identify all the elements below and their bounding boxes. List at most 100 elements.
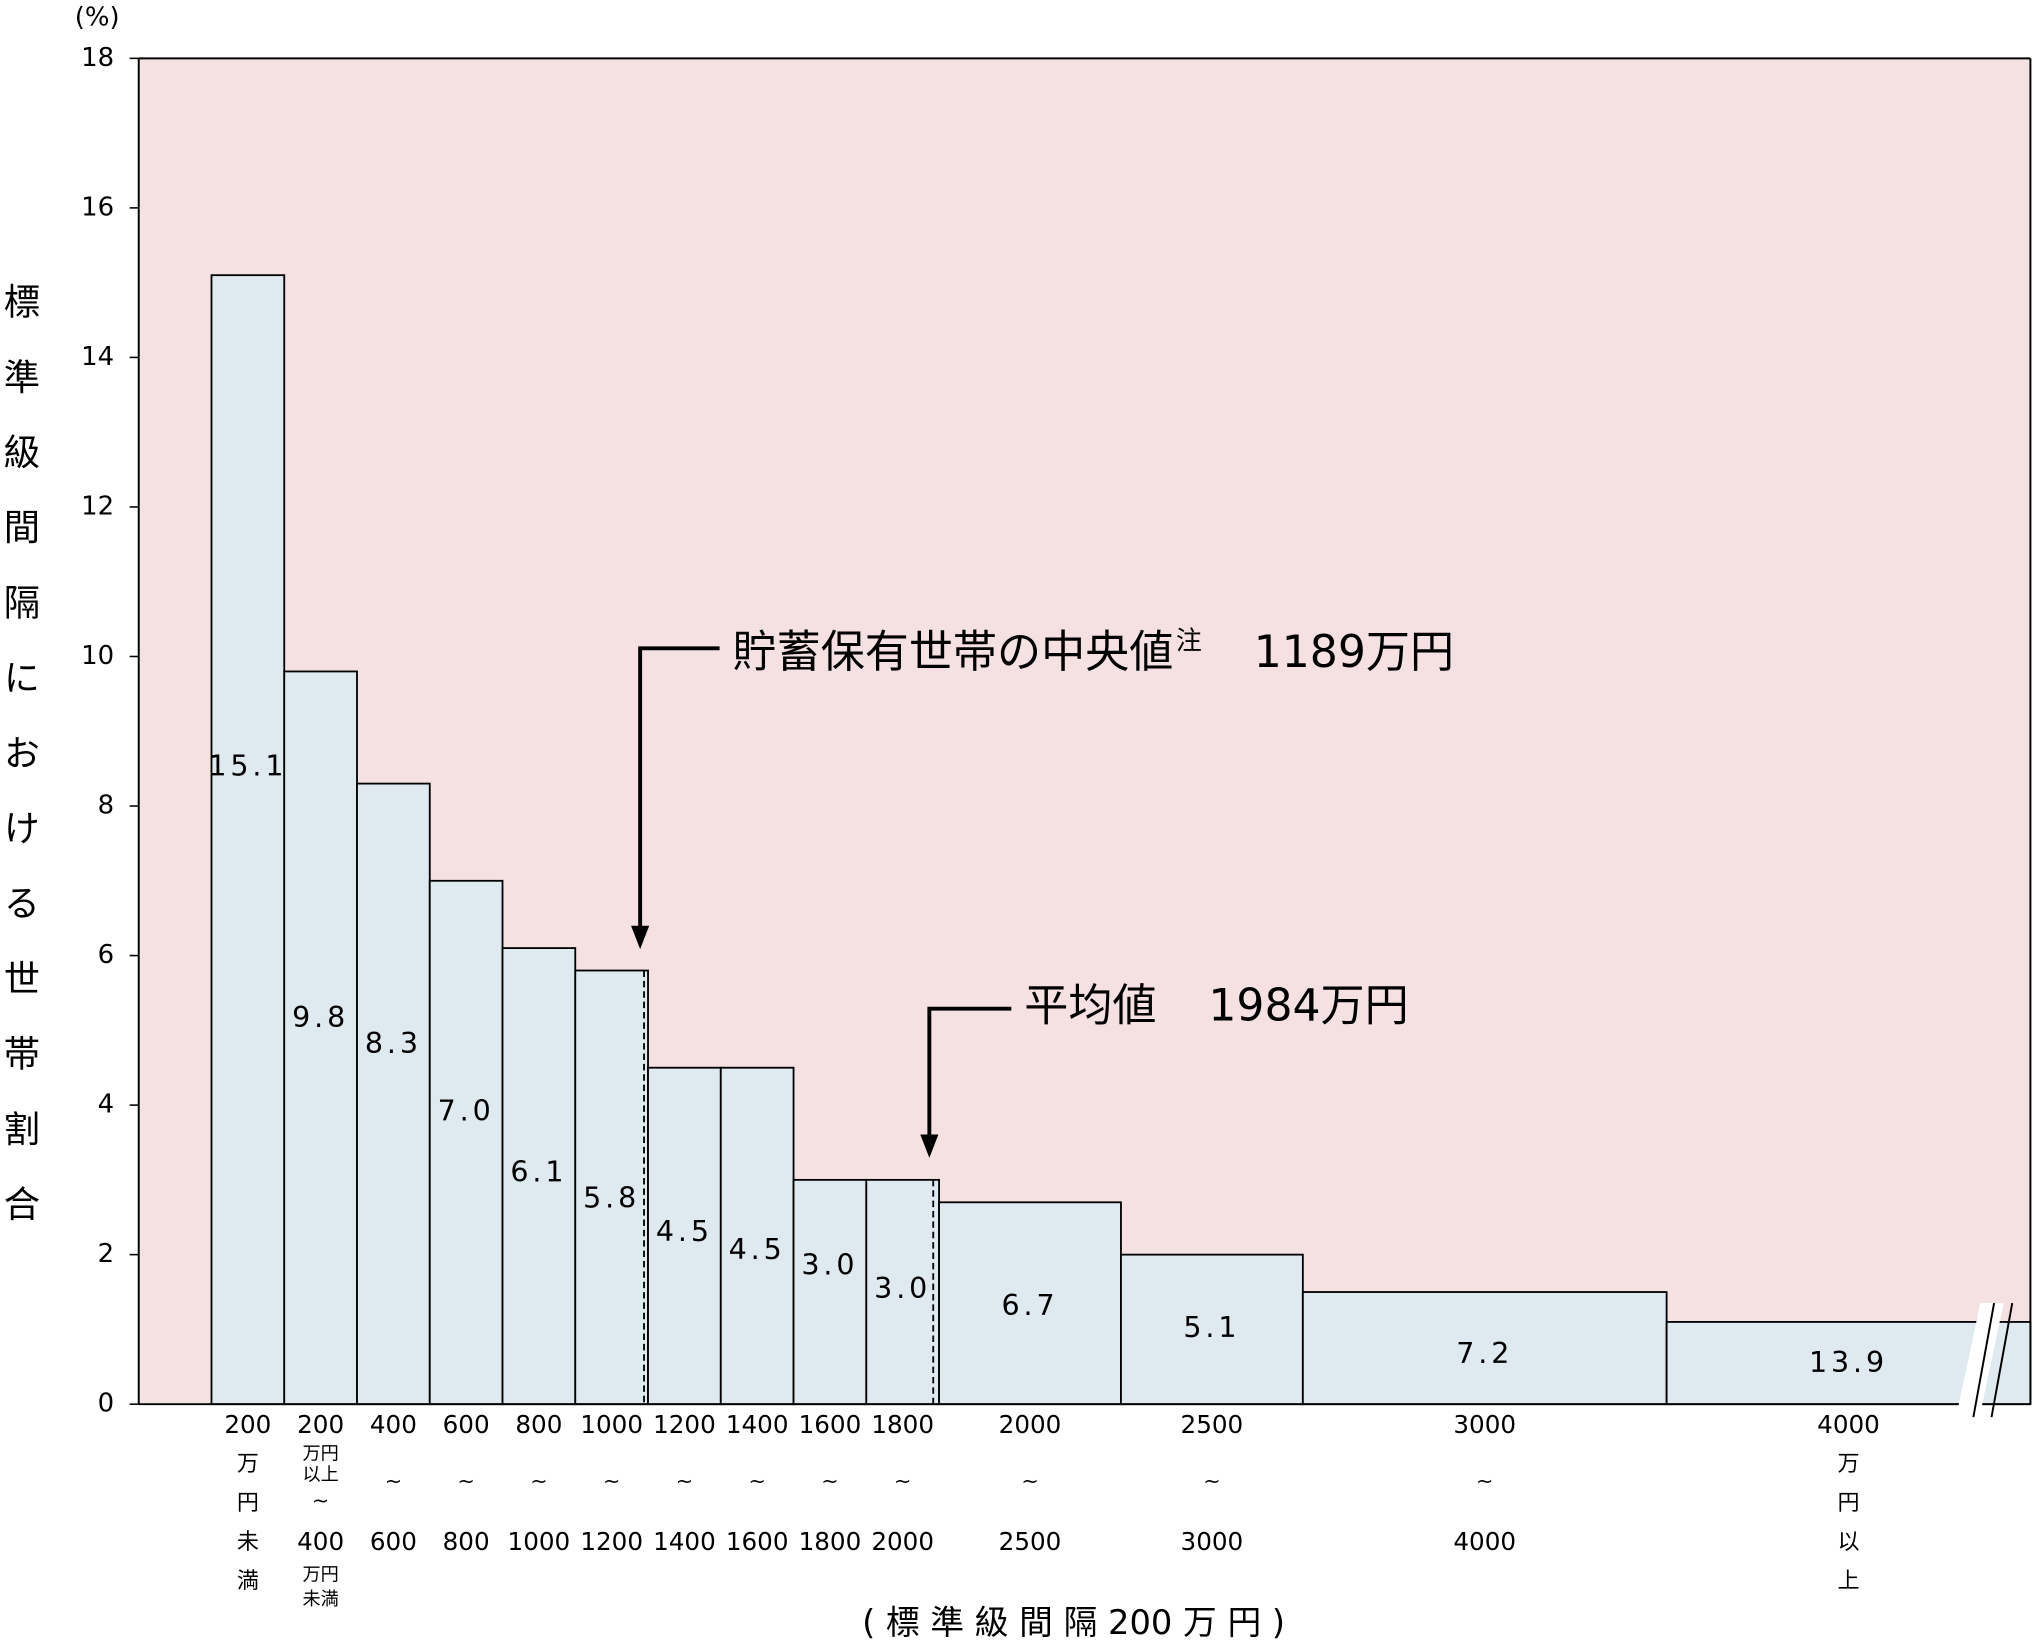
x-tick-label: ~ <box>1021 1469 1038 1493</box>
x-tick-label: ~ <box>385 1469 402 1493</box>
data-label: 5.1 <box>1183 1311 1240 1344</box>
y-tick-label: 6 <box>98 940 115 970</box>
x-tick-label: ~ <box>676 1469 693 1493</box>
x-tick-label: 2500 <box>999 1527 1062 1556</box>
x-tick-label: 400 <box>297 1527 344 1556</box>
arrow-head <box>920 1134 939 1158</box>
y-tick-label: 12 <box>81 491 114 521</box>
x-tick-label: 円 <box>1837 1491 1859 1516</box>
axis-break <box>1972 1302 1996 1418</box>
x-tick-label: 600 <box>443 1410 490 1439</box>
data-label: 3.0 <box>801 1249 858 1282</box>
y-tick-label: 14 <box>81 342 114 372</box>
y-tick-label: 2 <box>98 1239 115 1269</box>
bar <box>1120 1253 1304 1406</box>
data-label: 9.8 <box>292 1001 349 1034</box>
data-label: 4.5 <box>656 1215 713 1248</box>
bar <box>865 1178 940 1406</box>
y-tick-label: 0 <box>98 1389 115 1419</box>
x-tick-label: 円 <box>237 1491 259 1516</box>
x-tick-label: ~ <box>530 1469 547 1493</box>
x-tick-label: 1800 <box>871 1410 934 1439</box>
x-tick-label: 200 <box>224 1410 271 1439</box>
bar <box>647 1066 722 1406</box>
arrow <box>638 646 720 931</box>
x-tick-label: 1400 <box>653 1527 716 1556</box>
bar <box>210 274 286 1406</box>
x-tick-label: 上 <box>1837 1569 1859 1594</box>
x-tick-label: 以上 <box>302 1464 338 1485</box>
y-tick-label: 4 <box>98 1090 115 1120</box>
x-tick-label: ~ <box>457 1469 474 1493</box>
x-tick-label: ~ <box>1203 1469 1220 1493</box>
y-unit: (%) <box>75 3 120 33</box>
bar <box>501 947 577 1406</box>
x-tick-label: 800 <box>515 1410 562 1439</box>
x-tick-label: 2500 <box>1181 1410 1244 1439</box>
axis-break-gap <box>1955 1303 2004 1420</box>
x-tick-label: 万円 <box>302 1564 338 1585</box>
data-label: 3.0 <box>874 1272 931 1305</box>
x-tick-label: 400 <box>370 1410 417 1439</box>
annotation-value: 1189万円 <box>1254 627 1454 678</box>
data-label: 6.1 <box>510 1155 567 1188</box>
x-tick-label: 1800 <box>799 1527 862 1556</box>
x-tick-label: 万 <box>237 1452 259 1477</box>
annotation-value: 1984万円 <box>1208 981 1408 1032</box>
x-tick-label: ~ <box>312 1488 329 1512</box>
x-tick-label: 1000 <box>508 1527 571 1556</box>
x-tick-label: ~ <box>748 1469 765 1493</box>
x-axis-title: ( 標 準 級 間 隔 200 万 円 ) <box>862 1603 1285 1642</box>
data-label: 4.5 <box>729 1233 786 1266</box>
data-label: 15.1 <box>208 750 287 783</box>
bar <box>283 670 358 1406</box>
x-tick-label: 1600 <box>726 1527 789 1556</box>
x-tick-label: 2000 <box>871 1527 934 1556</box>
x-tick-label: 未満 <box>302 1589 338 1610</box>
x-tick-label: 1400 <box>726 1410 789 1439</box>
x-tick-label: 200 <box>297 1410 344 1439</box>
axis-break <box>1990 1302 2014 1418</box>
x-tick-label: 1200 <box>580 1527 643 1556</box>
x-tick-label: 1600 <box>799 1410 862 1439</box>
y-tick-label: 10 <box>81 641 114 671</box>
x-tick-label: 600 <box>370 1527 417 1556</box>
x-tick-label: 以 <box>1837 1530 1859 1555</box>
data-label: 13.9 <box>1809 1346 1888 1379</box>
x-tick-label: 満 <box>237 1569 259 1594</box>
x-tick-label: 未 <box>237 1530 259 1555</box>
bar <box>792 1178 868 1406</box>
arrow-head <box>631 925 650 950</box>
x-tick-label: ~ <box>821 1469 838 1493</box>
bar <box>428 879 504 1406</box>
x-tick-label: ~ <box>1476 1469 1493 1493</box>
x-tick-label: ~ <box>603 1469 620 1493</box>
data-label: 6.7 <box>1001 1289 1058 1322</box>
x-tick-label: 4000 <box>1453 1527 1516 1556</box>
y-tick-label: 16 <box>81 192 114 222</box>
x-tick-label: 3000 <box>1453 1410 1516 1439</box>
x-tick-label: 万円 <box>302 1444 338 1465</box>
annotation-text: 平均値 <box>1024 981 1156 1032</box>
arrow <box>927 1006 1012 1140</box>
x-tick-label: 4000 <box>1817 1410 1880 1439</box>
x-tick-label: 万 <box>1837 1452 1859 1477</box>
x-tick-label: 1000 <box>580 1410 643 1439</box>
data-label: 8.3 <box>365 1027 422 1060</box>
y-tick-label: 8 <box>98 791 115 821</box>
annotation-text: 貯蓄保有世帯の中央値 <box>733 627 1174 678</box>
annotation-note: 注 <box>1176 626 1202 656</box>
data-label: 7.2 <box>1456 1337 1513 1370</box>
x-tick-label: 800 <box>443 1527 490 1556</box>
x-tick-label: 3000 <box>1181 1527 1244 1556</box>
bar <box>356 782 431 1406</box>
data-label: 7.0 <box>438 1094 495 1127</box>
data-label: 5.8 <box>583 1181 640 1214</box>
y-tick-label: 18 <box>81 43 114 73</box>
x-tick-label: ~ <box>894 1469 911 1493</box>
x-tick-label: 2000 <box>999 1410 1062 1439</box>
x-tick-label: 1200 <box>653 1410 716 1439</box>
y-axis-title: 標準級間隔における世帯割合 <box>0 283 41 1261</box>
